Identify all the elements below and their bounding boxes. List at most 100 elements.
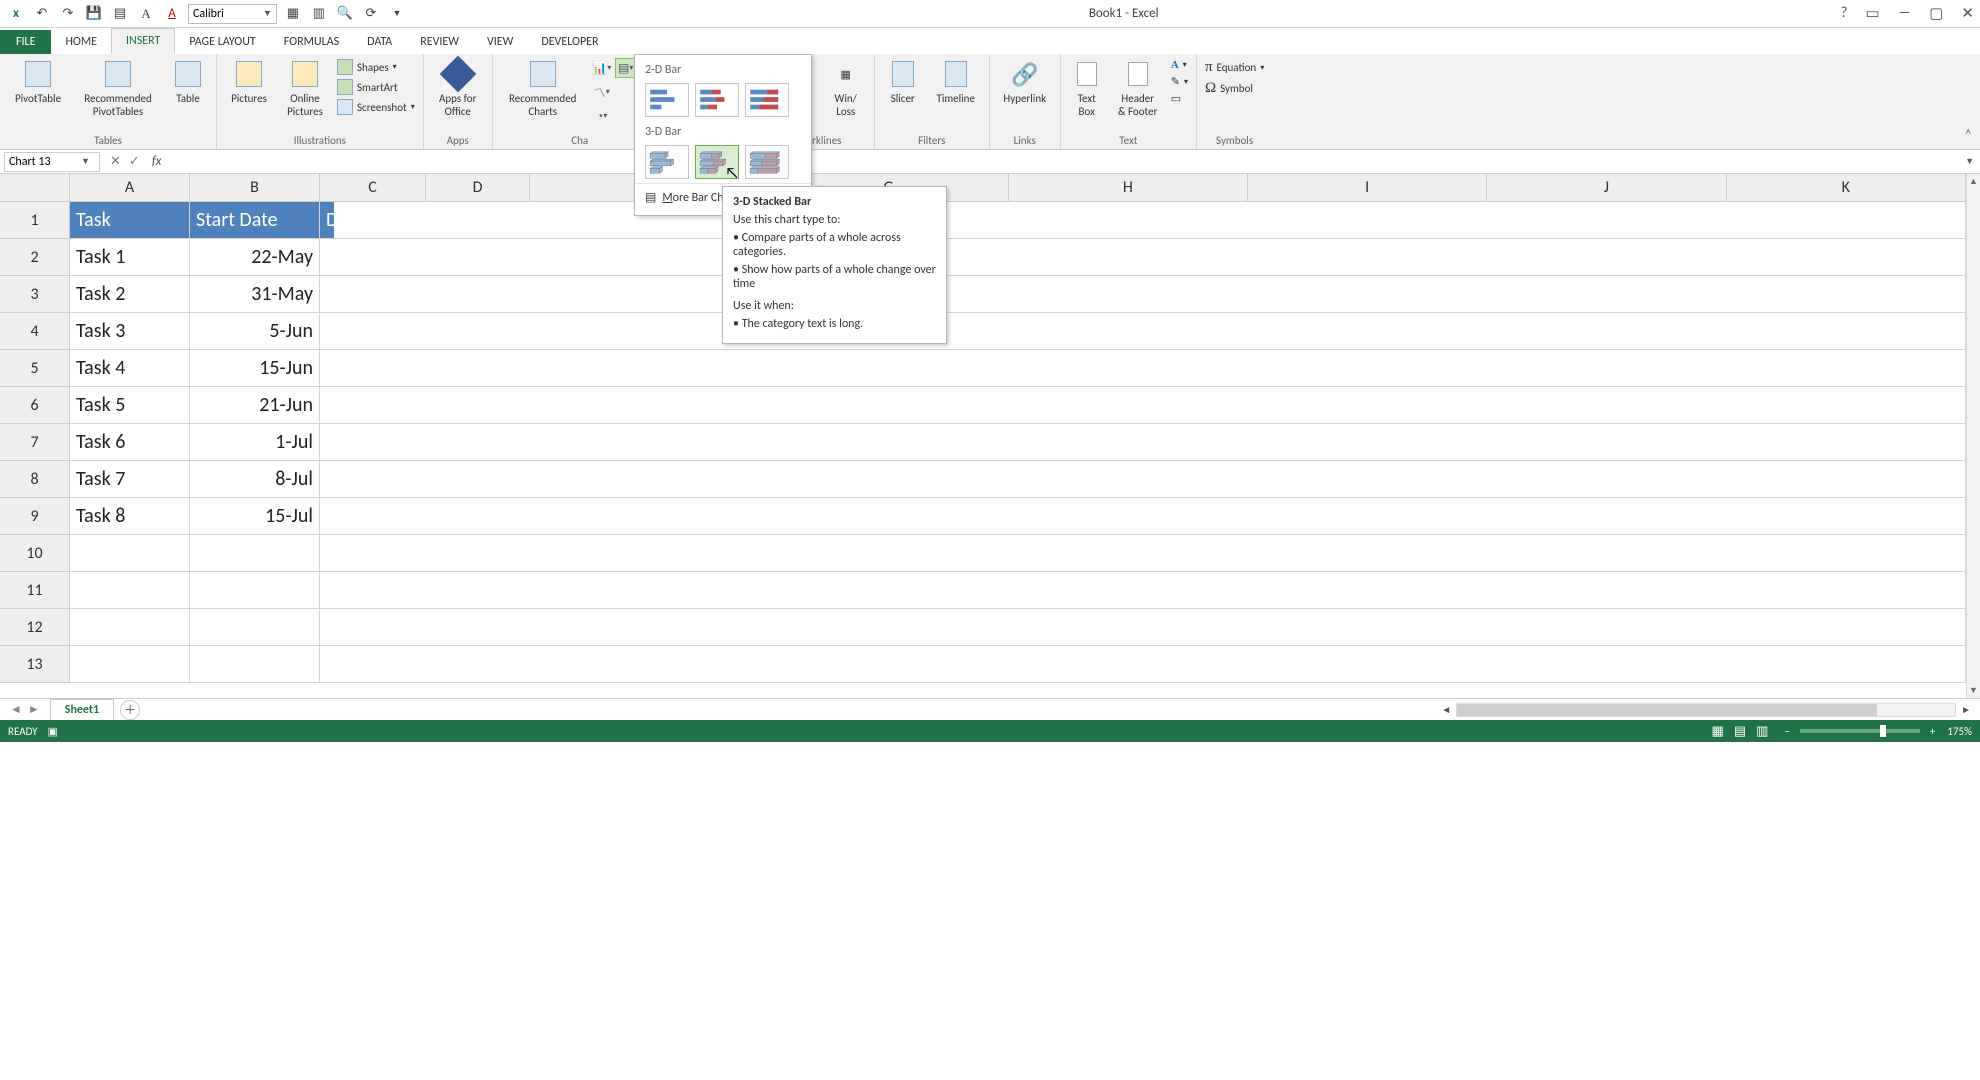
symbol-button[interactable]: Ω Symbol xyxy=(1203,79,1266,98)
cell[interactable] xyxy=(190,609,320,646)
column-header-B[interactable]: B xyxy=(190,174,320,201)
tab-formulas[interactable]: FORMULAS xyxy=(270,30,353,54)
column-header-K[interactable]: K xyxy=(1727,174,1966,201)
scroll-up-button[interactable]: ▲ xyxy=(1969,174,1978,189)
close-button[interactable]: ✕ xyxy=(1961,4,1974,23)
column-header-I[interactable]: I xyxy=(1248,174,1487,201)
stacked-bar-100-2d-option[interactable] xyxy=(745,83,789,117)
help-button[interactable]: ? xyxy=(1841,4,1848,23)
row-header-12[interactable]: 12 xyxy=(0,609,69,646)
zoom-slider[interactable] xyxy=(1800,729,1920,733)
qat-button-1[interactable]: ▦ xyxy=(283,4,303,24)
timeline-button[interactable]: Timeline xyxy=(929,58,983,105)
font-dropdown-icon[interactable]: ▼ xyxy=(259,8,276,19)
cell[interactable]: Task 7 xyxy=(70,461,190,498)
recommended-pivottables-button[interactable]: Recommended PivotTables xyxy=(74,58,162,118)
row-header-9[interactable]: 9 xyxy=(0,498,69,535)
signature-line-button[interactable]: ✎▾ xyxy=(1169,74,1190,89)
zoom-level[interactable]: 175% xyxy=(1947,725,1972,738)
cell[interactable]: Task xyxy=(70,202,190,239)
hscroll-left[interactable]: ◄ xyxy=(1438,703,1454,716)
sheet-tab-1[interactable]: Sheet1 xyxy=(50,699,114,720)
scroll-down-button[interactable]: ▼ xyxy=(1969,683,1978,698)
cell[interactable]: 22-May xyxy=(190,239,320,276)
name-box[interactable]: ▼ xyxy=(4,152,100,172)
cell[interactable]: Task 5 xyxy=(70,387,190,424)
cell[interactable] xyxy=(320,276,1966,313)
row-header-4[interactable]: 4 xyxy=(0,313,69,350)
pivottable-button[interactable]: PivotTable xyxy=(6,58,70,105)
clustered-bar-3d-option[interactable] xyxy=(645,145,689,179)
sheet-nav-prev[interactable]: ◄ xyxy=(10,702,22,717)
cell[interactable] xyxy=(70,572,190,609)
pictures-button[interactable]: Pictures xyxy=(223,58,275,105)
cell[interactable]: Start Date xyxy=(190,202,320,239)
tab-home[interactable]: HOME xyxy=(51,30,111,54)
row-header-3[interactable]: 3 xyxy=(0,276,69,313)
select-all-corner[interactable] xyxy=(0,174,70,202)
chart-column-menu[interactable]: 📊▾ xyxy=(591,58,613,78)
cell[interactable]: 1-Jul xyxy=(190,424,320,461)
cell[interactable]: Task 4 xyxy=(70,350,190,387)
row-header-10[interactable]: 10 xyxy=(0,535,69,572)
maximize-button[interactable]: ▢ xyxy=(1929,4,1943,23)
clustered-bar-2d-option[interactable] xyxy=(645,83,689,117)
cell[interactable] xyxy=(320,239,1966,276)
zoom-in-button[interactable]: + xyxy=(1926,725,1939,738)
tab-data[interactable]: DATA xyxy=(353,30,406,54)
chart-pie-menu[interactable]: ◔▾ xyxy=(591,106,613,126)
row-header-6[interactable]: 6 xyxy=(0,387,69,424)
row-header-13[interactable]: 13 xyxy=(0,646,69,683)
textbox-button[interactable]: Text Box xyxy=(1067,58,1107,118)
column-header-H[interactable]: H xyxy=(1009,174,1248,201)
column-header-J[interactable]: J xyxy=(1487,174,1726,201)
tab-review[interactable]: REVIEW xyxy=(406,30,473,54)
sparkline-winloss-button[interactable]: ▦ Win/ Loss xyxy=(824,58,868,118)
stacked-bar-3d-option[interactable] xyxy=(695,145,739,179)
cell[interactable] xyxy=(70,646,190,683)
collapse-ribbon-button[interactable]: ˄ xyxy=(1964,126,1972,143)
fx-icon[interactable]: fx xyxy=(146,154,168,169)
cell[interactable] xyxy=(320,424,1966,461)
tab-file[interactable]: FILE xyxy=(0,30,51,54)
object-button[interactable]: ▭ xyxy=(1169,91,1190,106)
redo-button[interactable]: ↷ xyxy=(58,4,78,24)
cell[interactable] xyxy=(320,350,1966,387)
cell[interactable]: Task 8 xyxy=(70,498,190,535)
cell[interactable]: D xyxy=(320,202,334,239)
cell[interactable]: 8-Jul xyxy=(190,461,320,498)
hyperlink-button[interactable]: 🔗 Hyperlink xyxy=(996,58,1054,105)
cell[interactable]: 21-Jun xyxy=(190,387,320,424)
cell[interactable] xyxy=(320,461,1966,498)
hscroll-right[interactable]: ► xyxy=(1958,703,1974,716)
equation-button[interactable]: π Equation ▾ xyxy=(1203,58,1266,77)
tab-insert[interactable]: INSERT xyxy=(111,28,175,54)
slicer-button[interactable]: Slicer xyxy=(881,58,925,105)
cell[interactable]: 5-Jun xyxy=(190,313,320,350)
recommended-charts-button[interactable]: Recommended Charts xyxy=(499,58,587,118)
cell[interactable] xyxy=(190,572,320,609)
chart-line-menu[interactable]: 〽▾ xyxy=(591,82,613,102)
row-header-8[interactable]: 8 xyxy=(0,461,69,498)
cell[interactable] xyxy=(70,535,190,572)
row-header-7[interactable]: 7 xyxy=(0,424,69,461)
header-footer-button[interactable]: Header & Footer xyxy=(1111,58,1165,118)
online-pictures-button[interactable]: Online Pictures xyxy=(279,58,331,118)
column-header-D[interactable]: D xyxy=(426,174,530,201)
column-headers[interactable]: ABCDEFGHIJK xyxy=(70,174,1966,202)
row-header-11[interactable]: 11 xyxy=(0,572,69,609)
font-picker[interactable]: ▼ xyxy=(188,4,277,24)
cell[interactable] xyxy=(320,498,1966,535)
cell[interactable]: Task 2 xyxy=(70,276,190,313)
row-header-2[interactable]: 2 xyxy=(0,239,69,276)
cancel-formula-button[interactable]: ✕ xyxy=(110,154,121,169)
cell[interactable]: Task 1 xyxy=(70,239,190,276)
row-header-5[interactable]: 5 xyxy=(0,350,69,387)
shapes-button[interactable]: Shapes ▾ xyxy=(335,58,417,76)
cell[interactable] xyxy=(320,535,1966,572)
tab-view[interactable]: VIEW xyxy=(473,30,527,54)
wordart-button[interactable]: A▾ xyxy=(1169,58,1190,72)
ribbon-display-button[interactable]: ▭ xyxy=(1865,4,1879,23)
vertical-scrollbar[interactable]: ▲ ▼ xyxy=(1966,174,1980,698)
cell[interactable] xyxy=(334,202,1966,239)
